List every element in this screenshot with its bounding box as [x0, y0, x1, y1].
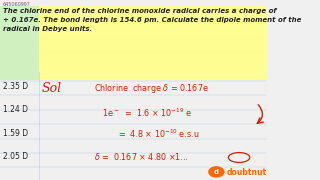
- Text: + 0.167e. The bond length is 154.6 pm. Calculate the dipole moment of the: + 0.167e. The bond length is 154.6 pm. C…: [3, 17, 301, 23]
- Text: 2.35 D: 2.35 D: [3, 82, 28, 91]
- Text: 2.05 D: 2.05 D: [3, 152, 28, 161]
- FancyBboxPatch shape: [0, 5, 267, 79]
- Text: 645060997: 645060997: [3, 2, 30, 7]
- Text: radical in Debye units.: radical in Debye units.: [3, 26, 92, 32]
- Text: doubtnut: doubtnut: [227, 168, 267, 177]
- Circle shape: [209, 167, 224, 177]
- Text: d: d: [214, 169, 219, 175]
- Text: Chlorine  charge $\delta$ = 0.167e: Chlorine charge $\delta$ = 0.167e: [93, 82, 208, 95]
- Text: 1e$^-$  =  1.6 $\times$ 10$^{-19}$ e: 1e$^-$ = 1.6 $\times$ 10$^{-19}$ e: [101, 106, 192, 119]
- Text: $\delta$ =  0.167 $\times$ 4.80 $\times$1...: $\delta$ = 0.167 $\times$ 4.80 $\times$1…: [93, 151, 188, 162]
- FancyBboxPatch shape: [0, 6, 39, 80]
- Text: 1.59 D: 1.59 D: [3, 129, 28, 138]
- Text: 1.24 D: 1.24 D: [3, 105, 28, 114]
- Text: =  4.8 $\times$ 10$^{-10}$ e.s.u: = 4.8 $\times$ 10$^{-10}$ e.s.u: [117, 128, 199, 140]
- Text: The chlorine end of the chlorine monoxide radical carries a charge of: The chlorine end of the chlorine monoxid…: [3, 8, 276, 14]
- Text: Sol: Sol: [41, 82, 61, 95]
